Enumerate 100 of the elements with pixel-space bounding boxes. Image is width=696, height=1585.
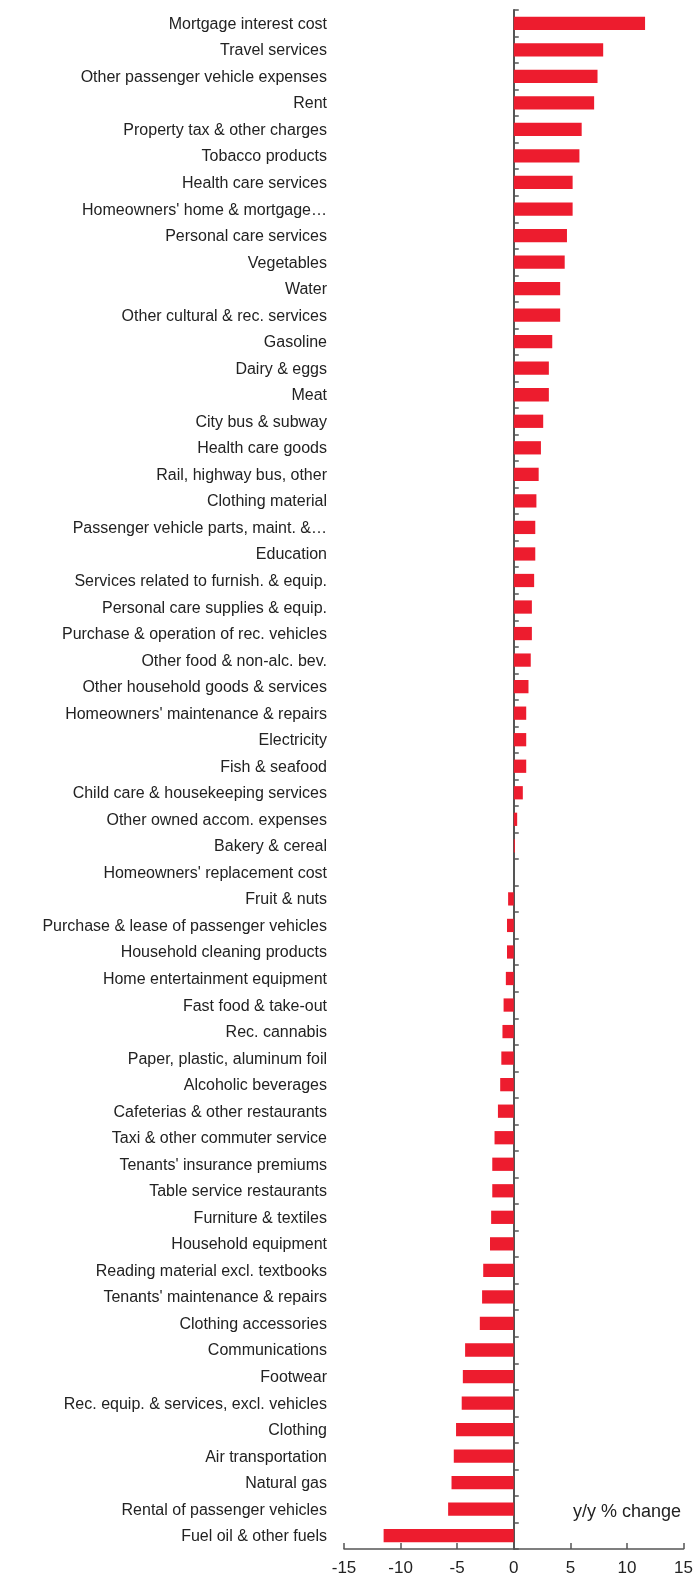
bar: [503, 998, 514, 1012]
bar: [513, 149, 580, 163]
bar: [491, 1210, 514, 1224]
bar: [479, 1316, 514, 1331]
bar: [513, 626, 532, 641]
x-tick-label: 15: [674, 1558, 694, 1577]
y-tick-label: Rent: [293, 94, 328, 112]
bar: [448, 1502, 514, 1516]
y-tick-label: Air transportation: [205, 1447, 327, 1465]
bar: [502, 1024, 514, 1039]
bar: [456, 1422, 514, 1437]
bar: [501, 1051, 514, 1065]
bar: [505, 971, 514, 986]
bar: [453, 1449, 514, 1463]
y-tick-label: Fruit & nuts: [245, 890, 327, 908]
bar: [513, 255, 565, 269]
y-tick-label: Cafeterias & other restaurants: [113, 1102, 327, 1120]
x-tick-label: 5: [565, 1558, 576, 1577]
bar: [513, 308, 561, 322]
y-tick-label: Meat: [291, 386, 328, 404]
bar: [506, 918, 514, 933]
y-tick-label: Health care services: [182, 173, 327, 191]
bar: [513, 122, 582, 137]
x-tick-label: -5: [449, 1558, 465, 1577]
bar: [513, 175, 573, 190]
bar: [461, 1396, 514, 1410]
y-tick-label: Purchase & operation of rec. vehicles: [61, 625, 327, 643]
y-tick-label: Rail, highway bus, other: [156, 465, 328, 483]
y-tick-label: Reading material excl. textbooks: [95, 1261, 327, 1279]
bar: [513, 653, 531, 667]
y-tick-label: Electricity: [258, 731, 327, 749]
y-tick-label: Water: [284, 280, 328, 298]
y-tick-label: Rec. cannabis: [225, 1023, 327, 1041]
y-tick-label: Tenants' maintenance & repairs: [103, 1288, 327, 1306]
y-tick-label: Mortgage interest cost: [168, 14, 328, 32]
y-tick-label: Fish & seafood: [220, 757, 327, 775]
y-tick-label: Alcoholic beverages: [183, 1076, 327, 1094]
bar: [506, 945, 514, 959]
bar: [513, 573, 535, 588]
bar: [513, 680, 529, 694]
y-tick-label: Child care & housekeeping services: [72, 784, 327, 802]
bar: [513, 361, 549, 375]
bar: [513, 706, 527, 720]
bar: [492, 1184, 514, 1198]
bar: [513, 281, 561, 296]
bar: [513, 414, 544, 428]
y-tick-label: Purchase & lease of passenger vehicles: [42, 916, 327, 934]
bar: [492, 1157, 514, 1171]
bar: [513, 600, 532, 614]
bar: [513, 228, 567, 243]
bar: [497, 1104, 514, 1118]
y-tick-label: Property tax & other charges: [123, 120, 327, 138]
y-tick-label: Education: [255, 545, 327, 563]
bar: [513, 547, 536, 561]
y-tick-label: Dairy & eggs: [235, 359, 327, 377]
bar: [513, 96, 595, 110]
bar: [513, 467, 539, 481]
bar: [483, 1263, 514, 1278]
y-tick-label: Personal care services: [165, 227, 327, 245]
y-tick-label: Personal care supplies & equip.: [101, 598, 327, 616]
bar: [513, 388, 549, 402]
y-tick-label: Communications: [207, 1341, 327, 1359]
y-tick-label: Other household goods & services: [82, 678, 327, 696]
bar: [513, 16, 646, 30]
bar: [513, 43, 604, 57]
y-tick-label: Table service restaurants: [149, 1182, 327, 1200]
y-tick-label: Paper, plastic, aluminum foil: [127, 1049, 327, 1067]
y-tick-label: Home entertainment equipment: [102, 970, 328, 988]
bar: [490, 1237, 514, 1251]
y-tick-label: Other food & non-alc. bev.: [141, 651, 327, 669]
y-tick-label: Homeowners' replacement cost: [103, 863, 328, 881]
x-tick-label: 0: [509, 1558, 519, 1577]
bar: [451, 1476, 514, 1490]
x-axis-title: y/y % change: [572, 1501, 681, 1521]
y-tick-label: Gasoline: [263, 333, 328, 351]
y-tick-label: Household cleaning products: [120, 943, 327, 961]
y-tick-label: Household equipment: [171, 1235, 328, 1253]
y-tick-label: Other owned accom. expenses: [106, 810, 327, 828]
y-tick-label: Clothing accessories: [179, 1314, 327, 1332]
bar: [383, 1529, 514, 1543]
y-tick-label: Other passenger vehicle expenses: [80, 67, 327, 85]
x-tick-label: 10: [617, 1558, 637, 1577]
y-tick-label: Fuel oil & other fuels: [181, 1527, 327, 1545]
bar: [513, 202, 573, 216]
y-tick-label: Taxi & other commuter service: [111, 1129, 328, 1147]
y-tick-label: Rec. equip. & services, excl. vehicles: [63, 1394, 327, 1412]
y-tick-label: Natural gas: [245, 1474, 327, 1492]
bar: [500, 1078, 514, 1092]
y-tick-label: City bus & subway: [195, 412, 327, 430]
y-tick-label: Homeowners' maintenance & repairs: [65, 704, 327, 722]
bar: [513, 759, 527, 773]
bar: [513, 520, 536, 535]
y-tick-label: Clothing: [268, 1421, 327, 1439]
y-tick-label: Health care goods: [197, 439, 327, 457]
y-tick-label: Vegetables: [247, 253, 327, 271]
y-tick-label: Travel services: [220, 41, 327, 59]
bar: [513, 733, 527, 747]
bar: [513, 786, 523, 800]
bar: [508, 892, 514, 906]
y-tick-label: Clothing material: [206, 492, 327, 510]
